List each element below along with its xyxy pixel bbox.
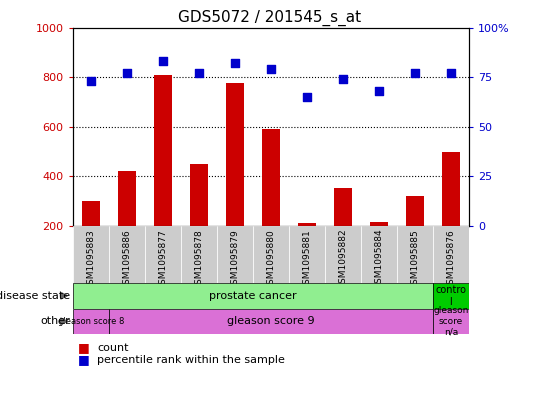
- Bar: [109, 226, 145, 283]
- Text: percentile rank within the sample: percentile rank within the sample: [97, 354, 285, 365]
- Text: ■: ■: [78, 341, 90, 354]
- Bar: [82, 201, 100, 226]
- Text: gleason
score
n/a: gleason score n/a: [433, 307, 468, 336]
- Text: GSM1095886: GSM1095886: [122, 229, 132, 290]
- Text: GSM1095882: GSM1095882: [338, 229, 347, 290]
- Text: GSM1095884: GSM1095884: [375, 229, 383, 290]
- Point: [195, 70, 203, 76]
- Bar: [334, 187, 352, 226]
- Bar: [433, 309, 469, 334]
- Point: [158, 58, 167, 64]
- Bar: [325, 226, 361, 283]
- Point: [411, 70, 419, 76]
- Point: [267, 66, 275, 72]
- Bar: [406, 196, 424, 226]
- Bar: [118, 171, 136, 226]
- Bar: [298, 224, 316, 226]
- Bar: [289, 226, 325, 283]
- Text: GSM1095885: GSM1095885: [410, 229, 419, 290]
- Point: [86, 78, 95, 84]
- Bar: [361, 226, 397, 283]
- Bar: [433, 226, 469, 283]
- Bar: [253, 226, 289, 283]
- Text: disease state: disease state: [0, 291, 70, 301]
- Bar: [397, 226, 433, 283]
- Text: ■: ■: [78, 353, 90, 366]
- Bar: [190, 164, 208, 226]
- Point: [338, 76, 347, 82]
- Text: GSM1095879: GSM1095879: [230, 229, 239, 290]
- Text: gleason score 8: gleason score 8: [58, 317, 124, 326]
- Bar: [262, 129, 280, 226]
- Bar: [442, 152, 460, 226]
- Text: contro
l: contro l: [436, 285, 466, 307]
- Bar: [226, 83, 244, 226]
- Text: GSM1095880: GSM1095880: [266, 229, 275, 290]
- Bar: [145, 226, 181, 283]
- Bar: [73, 226, 109, 283]
- Bar: [154, 75, 172, 226]
- Text: GDS5072 / 201545_s_at: GDS5072 / 201545_s_at: [178, 10, 361, 26]
- Bar: [73, 309, 109, 334]
- Bar: [109, 309, 433, 334]
- Text: other: other: [40, 316, 70, 326]
- Text: GSM1095881: GSM1095881: [302, 229, 312, 290]
- Text: count: count: [97, 343, 128, 353]
- Text: prostate cancer: prostate cancer: [209, 291, 296, 301]
- Point: [447, 70, 455, 76]
- Text: GSM1095876: GSM1095876: [446, 229, 455, 290]
- Text: GSM1095878: GSM1095878: [195, 229, 203, 290]
- Point: [375, 88, 383, 94]
- Bar: [370, 222, 388, 226]
- Bar: [217, 226, 253, 283]
- Text: GSM1095877: GSM1095877: [158, 229, 167, 290]
- Point: [302, 94, 311, 100]
- Text: GSM1095883: GSM1095883: [86, 229, 95, 290]
- Point: [231, 60, 239, 66]
- Point: [122, 70, 131, 76]
- Bar: [433, 283, 469, 309]
- Bar: [181, 226, 217, 283]
- Text: gleason score 9: gleason score 9: [227, 316, 315, 326]
